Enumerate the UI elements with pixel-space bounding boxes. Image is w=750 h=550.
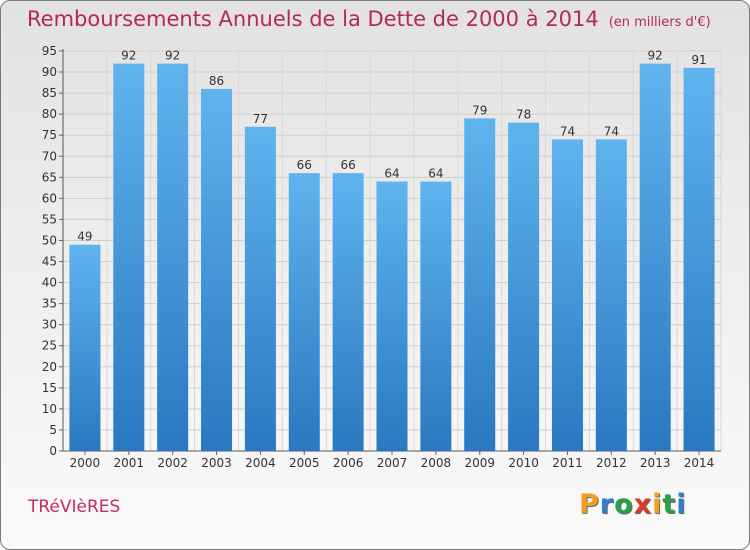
y-tick-label: 70 [42, 149, 57, 163]
value-label: 91 [691, 53, 706, 67]
bar [201, 88, 233, 451]
year-label: 2003 [201, 456, 232, 470]
value-label: 74 [604, 124, 619, 138]
logo-letter: i [676, 489, 687, 520]
bar-layer [69, 63, 715, 452]
value-label: 66 [340, 158, 355, 172]
y-tick-label: 20 [42, 360, 57, 374]
value-label: 78 [516, 108, 531, 122]
year-label: 2002 [157, 456, 188, 470]
bar [157, 63, 189, 451]
year-label: 2008 [421, 456, 452, 470]
y-tick-label: 35 [42, 297, 57, 311]
bar [332, 173, 364, 451]
y-tick-label: 95 [42, 44, 57, 58]
y-tick-label: 60 [42, 191, 57, 205]
y-tick-label: 15 [42, 381, 57, 395]
bar [639, 63, 671, 451]
value-label: 49 [77, 230, 92, 244]
value-label: 64 [384, 167, 399, 181]
label-layer: 49 2000 92 2001 92 2002 86 2003 77 2004 66 2005 66 20… [70, 49, 715, 470]
y-tick-label: 40 [42, 276, 57, 290]
year-label: 2014 [684, 456, 715, 470]
y-tick-label: 45 [42, 255, 57, 269]
y-tick-label: 50 [42, 233, 57, 247]
value-label: 64 [428, 167, 443, 181]
y-tick-label: 30 [42, 318, 57, 332]
year-label: 2004 [245, 456, 276, 470]
y-tick-label: 10 [42, 402, 57, 416]
bar [508, 122, 540, 451]
value-label: 74 [560, 124, 575, 138]
bar [420, 181, 452, 452]
bar [69, 244, 101, 451]
year-label: 2013 [640, 456, 671, 470]
bar [376, 181, 408, 452]
y-tick-label: 65 [42, 170, 57, 184]
bar [288, 173, 320, 451]
y-tick-label: 85 [42, 86, 57, 100]
bar [683, 67, 715, 451]
y-tick-label: 25 [42, 339, 57, 353]
value-label: 79 [472, 103, 487, 117]
bar [551, 139, 583, 451]
bar [595, 139, 627, 451]
y-tick-label: 80 [42, 107, 57, 121]
value-label: 92 [165, 49, 180, 63]
y-tick-label: 0 [49, 444, 57, 458]
year-label: 2009 [464, 456, 495, 470]
value-label: 77 [253, 112, 268, 126]
logo-letter: i [652, 489, 663, 520]
bar [464, 118, 496, 452]
year-label: 2007 [377, 456, 408, 470]
bar [113, 63, 145, 451]
year-label: 2005 [289, 456, 320, 470]
chart-title: Remboursements Annuels de la Dette de 20… [27, 7, 711, 31]
year-label: 2001 [114, 456, 145, 470]
chart-title-text: Remboursements Annuels de la Dette de 20… [27, 7, 599, 31]
proxiti-logo: Proxiti [579, 489, 687, 520]
logo-letter: P [579, 489, 600, 520]
commune-name: TRéVIèRES [28, 497, 121, 517]
year-label: 2011 [552, 456, 583, 470]
year-label: 2006 [333, 456, 364, 470]
year-label: 2010 [508, 456, 539, 470]
value-label: 92 [648, 49, 663, 63]
y-tick-label: 5 [49, 423, 57, 437]
year-label: 2012 [596, 456, 627, 470]
logo-letter: r [599, 489, 615, 520]
y-tick-label: 55 [42, 212, 57, 226]
value-label: 92 [121, 49, 136, 63]
logo-letter: o [614, 489, 634, 520]
value-label: 66 [297, 158, 312, 172]
logo-letter: x [633, 489, 653, 520]
y-tick-label: 75 [42, 128, 57, 142]
bar [244, 126, 276, 451]
logo-letter: t [662, 489, 677, 520]
year-label: 2000 [70, 456, 101, 470]
unit-note: (en milliers d'€) [608, 15, 711, 30]
y-tick-label: 90 [42, 65, 57, 79]
value-label: 86 [209, 74, 224, 88]
